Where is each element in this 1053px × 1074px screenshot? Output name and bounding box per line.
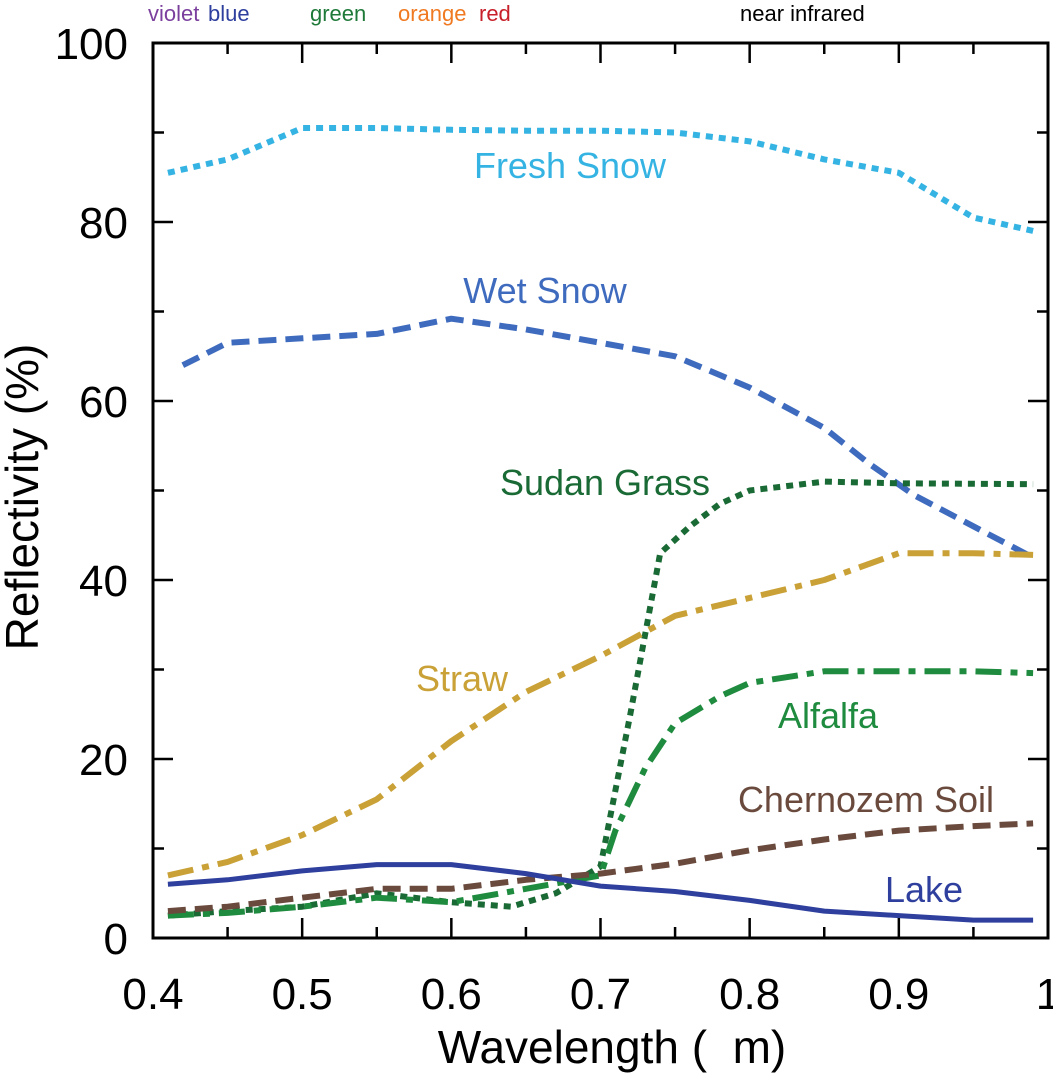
band-label-violet: violet xyxy=(148,1,199,26)
y-tick-label: 80 xyxy=(79,199,128,248)
x-tick-label: 0.7 xyxy=(570,970,631,1019)
x-tick-label: 0.9 xyxy=(868,970,929,1019)
x-tick-label: 0.4 xyxy=(122,970,183,1019)
x-tick-label: 1 xyxy=(1036,970,1053,1019)
series-line-chernozem-soil xyxy=(167,820,1034,915)
series-label-fresh-snow: Fresh Snow xyxy=(474,145,667,186)
series-label-lake: Lake xyxy=(885,869,963,910)
band-label-near-infrared: near infrared xyxy=(740,1,865,26)
x-axis-title: Wavelength ( m) xyxy=(438,1021,787,1073)
y-tick-label: 20 xyxy=(79,736,128,785)
tick-labels: 0.4 0.5 0.6 0.7 0.8 0.9 1 0 20 40 60 80 100 xyxy=(55,20,1053,1019)
series-line-lake xyxy=(167,862,1034,923)
series-label-sudan-grass: Sudan Grass xyxy=(500,462,710,503)
series-layer xyxy=(167,125,1035,923)
series-line-fresh-snow xyxy=(167,125,1034,234)
y-tick-label: 60 xyxy=(79,378,128,427)
series-line-sudan-grass xyxy=(167,478,1034,919)
x-tick-label: 0.5 xyxy=(272,970,333,1019)
y-tick-label: 100 xyxy=(55,20,128,69)
x-tick-label: 0.6 xyxy=(421,970,482,1019)
y-tick-label: 40 xyxy=(79,557,128,606)
band-label-green: green xyxy=(310,1,366,26)
band-label-orange: orange xyxy=(398,1,467,26)
series-label-alfalfa: Alfalfa xyxy=(778,695,879,736)
series-labels: Fresh Snow Wet Snow Sudan Grass Straw Alfalf… xyxy=(416,145,994,910)
color-band-labels: violet blue green orange red near infrared xyxy=(148,1,865,26)
y-tick-label: 0 xyxy=(104,915,128,964)
series-line-straw xyxy=(167,550,1034,879)
series-label-chernozem-soil: Chernozem Soil xyxy=(738,779,994,820)
band-label-blue: blue xyxy=(208,1,250,26)
y-axis-title: Reflectivity (%) xyxy=(0,344,48,651)
band-label-red: red xyxy=(479,1,511,26)
x-tick-label: 0.8 xyxy=(719,970,780,1019)
series-label-straw: Straw xyxy=(416,658,509,699)
axis-ticks xyxy=(151,41,1050,940)
series-label-wet-snow: Wet Snow xyxy=(463,270,627,311)
series-line-wet-snow xyxy=(181,315,1035,561)
series-line-alfalfa xyxy=(167,668,1034,919)
